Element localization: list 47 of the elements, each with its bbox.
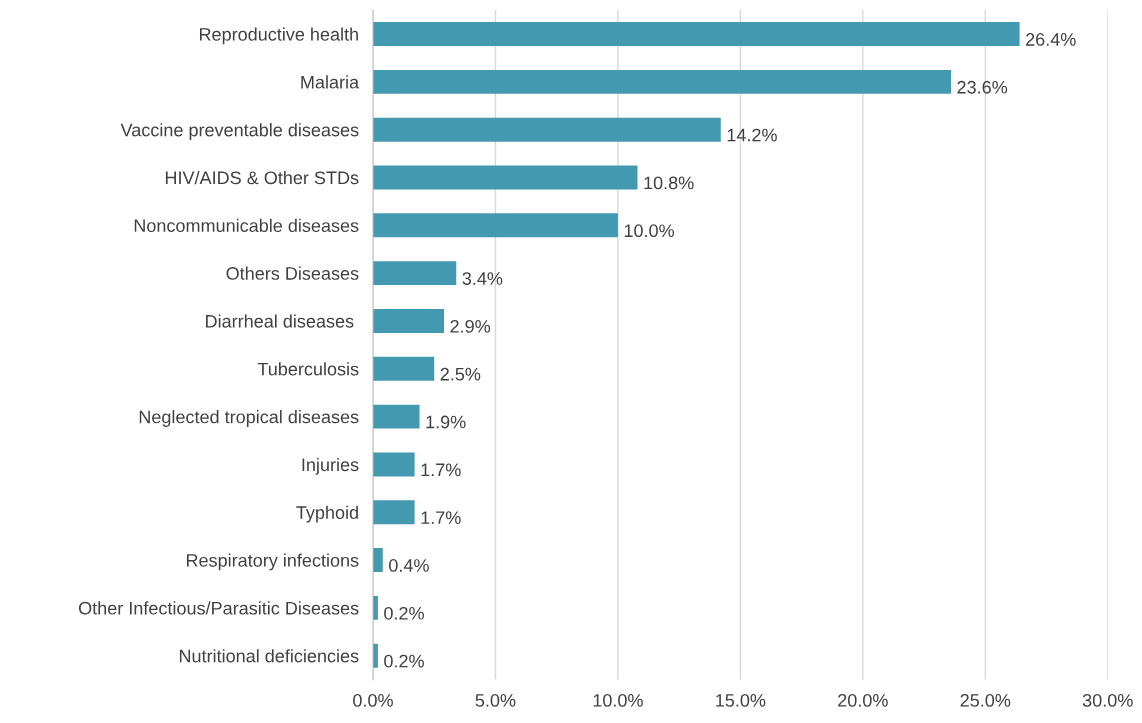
y-tick-label: Neglected tropical diseases xyxy=(139,410,359,427)
data-label: 0.2% xyxy=(384,654,424,668)
y-tick-label: Noncommunicable diseases xyxy=(134,218,359,233)
x-tick-label: 0.0% xyxy=(353,693,393,707)
bar xyxy=(372,213,618,238)
data-label: 23.6% xyxy=(957,80,1008,94)
y-tick-label: Vaccine preventable diseases xyxy=(120,123,359,140)
data-label: 10.0% xyxy=(624,224,675,238)
data-label: 2.5% xyxy=(440,367,481,381)
data-label: 3.4% xyxy=(462,272,503,285)
x-tick-label: 10.0% xyxy=(593,693,643,707)
data-label: 0.4% xyxy=(389,559,429,572)
y-tick-label: Others Diseases xyxy=(226,266,359,280)
bar xyxy=(372,165,638,190)
x-tick-label: 20.0% xyxy=(838,693,888,707)
bar xyxy=(372,22,1020,46)
y-tick-label: Diarrheal diseases xyxy=(206,314,354,328)
bar xyxy=(372,69,951,94)
data-label: 26.4% xyxy=(1026,33,1076,46)
x-tick-label: 25.0% xyxy=(960,693,1011,707)
bar xyxy=(372,309,444,333)
bar xyxy=(372,356,435,381)
data-label: 10.8% xyxy=(644,176,694,190)
y-tick-label: Malaria xyxy=(301,75,360,89)
bar xyxy=(372,117,721,142)
y-tick-label: Reproductive health xyxy=(199,27,358,45)
data-label: 14.2% xyxy=(727,128,777,142)
x-tick-label: 30.0% xyxy=(1082,693,1133,707)
x-tick-label: 5.0% xyxy=(475,693,516,707)
y-tick-label: Respiratory infections xyxy=(186,553,359,571)
data-label: 1.7% xyxy=(421,511,461,524)
data-label: 1.7% xyxy=(421,463,461,477)
bar xyxy=(372,261,457,286)
data-label: 1.9% xyxy=(426,415,466,429)
y-tick-label: Nutritional deficiencies xyxy=(179,649,359,663)
x-tick-label: 15.0% xyxy=(716,693,766,707)
y-tick-label: HIV/AIDS & Other STDs xyxy=(165,170,359,185)
bar xyxy=(372,500,415,525)
y-tick-label: Typhoid xyxy=(296,505,358,523)
bar xyxy=(372,452,415,477)
bar xyxy=(372,548,383,573)
y-tick-label: Tuberculosis xyxy=(257,362,359,376)
bar xyxy=(372,404,420,429)
data-label: 2.9% xyxy=(450,319,491,333)
y-tick-label: Injuries xyxy=(302,457,359,475)
data-label: 0.2% xyxy=(384,606,424,620)
y-tick-label: Other Infectious/Parasitic Diseases xyxy=(78,601,359,615)
